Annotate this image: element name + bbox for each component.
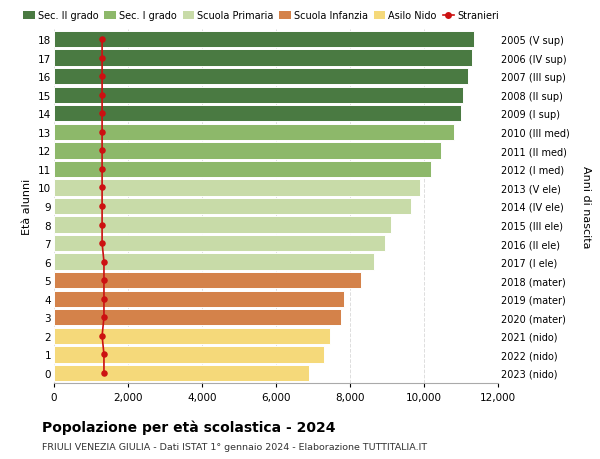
Point	[97, 240, 107, 247]
Point	[97, 92, 107, 99]
Bar	[54, 309, 341, 326]
Bar	[54, 273, 361, 289]
Point	[97, 129, 107, 136]
Y-axis label: Anni di nascita: Anni di nascita	[581, 165, 590, 248]
Bar	[54, 180, 420, 196]
Point	[99, 296, 109, 303]
Bar	[54, 124, 454, 140]
Bar	[54, 235, 385, 252]
Point	[99, 369, 109, 377]
Bar	[54, 106, 461, 122]
Point	[97, 221, 107, 229]
Bar	[54, 162, 431, 178]
Bar	[54, 254, 374, 270]
Point	[97, 73, 107, 81]
Bar	[54, 328, 329, 344]
Point	[97, 166, 107, 173]
Point	[97, 332, 107, 340]
Bar	[54, 32, 474, 48]
Bar	[54, 291, 344, 307]
Point	[97, 147, 107, 155]
Point	[97, 36, 107, 44]
Bar	[54, 143, 440, 159]
Bar	[54, 87, 463, 104]
Point	[97, 185, 107, 192]
Point	[99, 258, 109, 266]
Point	[97, 110, 107, 118]
Point	[99, 314, 109, 321]
Point	[97, 55, 107, 62]
Bar	[54, 50, 472, 67]
Point	[97, 203, 107, 210]
Text: FRIULI VENEZIA GIULIA - Dati ISTAT 1° gennaio 2024 - Elaborazione TUTTITALIA.IT: FRIULI VENEZIA GIULIA - Dati ISTAT 1° ge…	[42, 442, 427, 451]
Bar	[54, 69, 469, 85]
Text: Popolazione per età scolastica - 2024: Popolazione per età scolastica - 2024	[42, 420, 335, 435]
Bar	[54, 217, 391, 233]
Y-axis label: Età alunni: Età alunni	[22, 179, 32, 235]
Legend: Sec. II grado, Sec. I grado, Scuola Primaria, Scuola Infanzia, Asilo Nido, Stran: Sec. II grado, Sec. I grado, Scuola Prim…	[23, 11, 499, 22]
Bar	[54, 198, 411, 215]
Bar	[54, 365, 310, 381]
Point	[99, 277, 109, 284]
Bar	[54, 347, 324, 363]
Point	[99, 351, 109, 358]
